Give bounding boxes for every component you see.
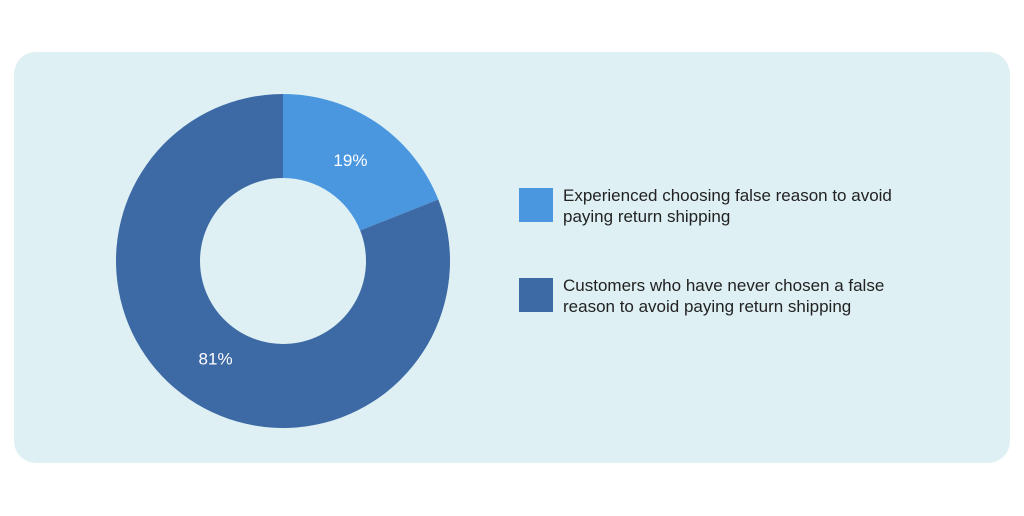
legend-label: Customers who have never chosen a false … bbox=[563, 276, 885, 316]
donut-slice bbox=[283, 94, 439, 231]
legend-label: Experienced choosing false reason to avo… bbox=[563, 186, 892, 226]
legend-item: Experienced choosing false reason to avo… bbox=[519, 185, 919, 227]
donut-slice bbox=[116, 94, 450, 428]
legend-swatch bbox=[519, 188, 553, 222]
data-label: 19% bbox=[333, 151, 367, 170]
legend: Experienced choosing false reason to avo… bbox=[519, 185, 919, 365]
legend-swatch bbox=[519, 278, 553, 312]
legend-item: Customers who have never chosen a false … bbox=[519, 275, 919, 317]
data-label: 81% bbox=[199, 350, 233, 369]
